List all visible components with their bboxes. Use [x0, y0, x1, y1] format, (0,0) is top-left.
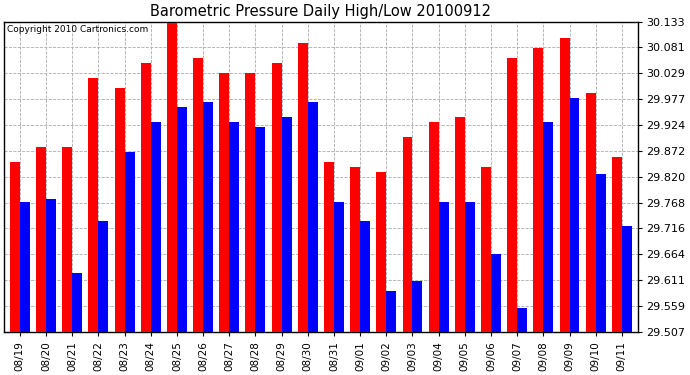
- Bar: [177, 108, 187, 332]
- Bar: [533, 48, 543, 332]
- Bar: [507, 58, 518, 332]
- Bar: [167, 23, 177, 332]
- Bar: [595, 174, 606, 332]
- Title: Barometric Pressure Daily High/Low 20100912: Barometric Pressure Daily High/Low 20100…: [150, 4, 491, 19]
- Bar: [612, 157, 622, 332]
- Bar: [72, 273, 82, 332]
- Bar: [439, 202, 449, 332]
- Bar: [413, 281, 422, 332]
- Bar: [219, 73, 229, 332]
- Bar: [125, 152, 135, 332]
- Bar: [255, 127, 266, 332]
- Bar: [386, 291, 396, 332]
- Bar: [376, 172, 386, 332]
- Bar: [141, 63, 150, 332]
- Bar: [481, 167, 491, 332]
- Bar: [246, 73, 255, 332]
- Bar: [586, 93, 595, 332]
- Bar: [360, 221, 370, 332]
- Bar: [428, 122, 439, 332]
- Bar: [20, 202, 30, 332]
- Bar: [282, 117, 292, 332]
- Bar: [543, 122, 553, 332]
- Bar: [308, 102, 317, 332]
- Bar: [455, 117, 465, 332]
- Text: Copyright 2010 Cartronics.com: Copyright 2010 Cartronics.com: [8, 25, 148, 34]
- Bar: [115, 88, 125, 332]
- Bar: [560, 38, 569, 332]
- Bar: [334, 202, 344, 332]
- Bar: [518, 308, 527, 332]
- Bar: [569, 98, 580, 332]
- Bar: [402, 137, 413, 332]
- Bar: [229, 122, 239, 332]
- Bar: [99, 221, 108, 332]
- Bar: [324, 162, 334, 332]
- Bar: [150, 122, 161, 332]
- Bar: [465, 202, 475, 332]
- Bar: [36, 147, 46, 332]
- Bar: [46, 199, 56, 332]
- Bar: [491, 254, 501, 332]
- Bar: [88, 78, 99, 332]
- Bar: [350, 167, 360, 332]
- Bar: [62, 147, 72, 332]
- Bar: [622, 226, 632, 332]
- Bar: [203, 102, 213, 332]
- Bar: [193, 58, 203, 332]
- Bar: [10, 162, 20, 332]
- Bar: [272, 63, 282, 332]
- Bar: [298, 43, 308, 332]
